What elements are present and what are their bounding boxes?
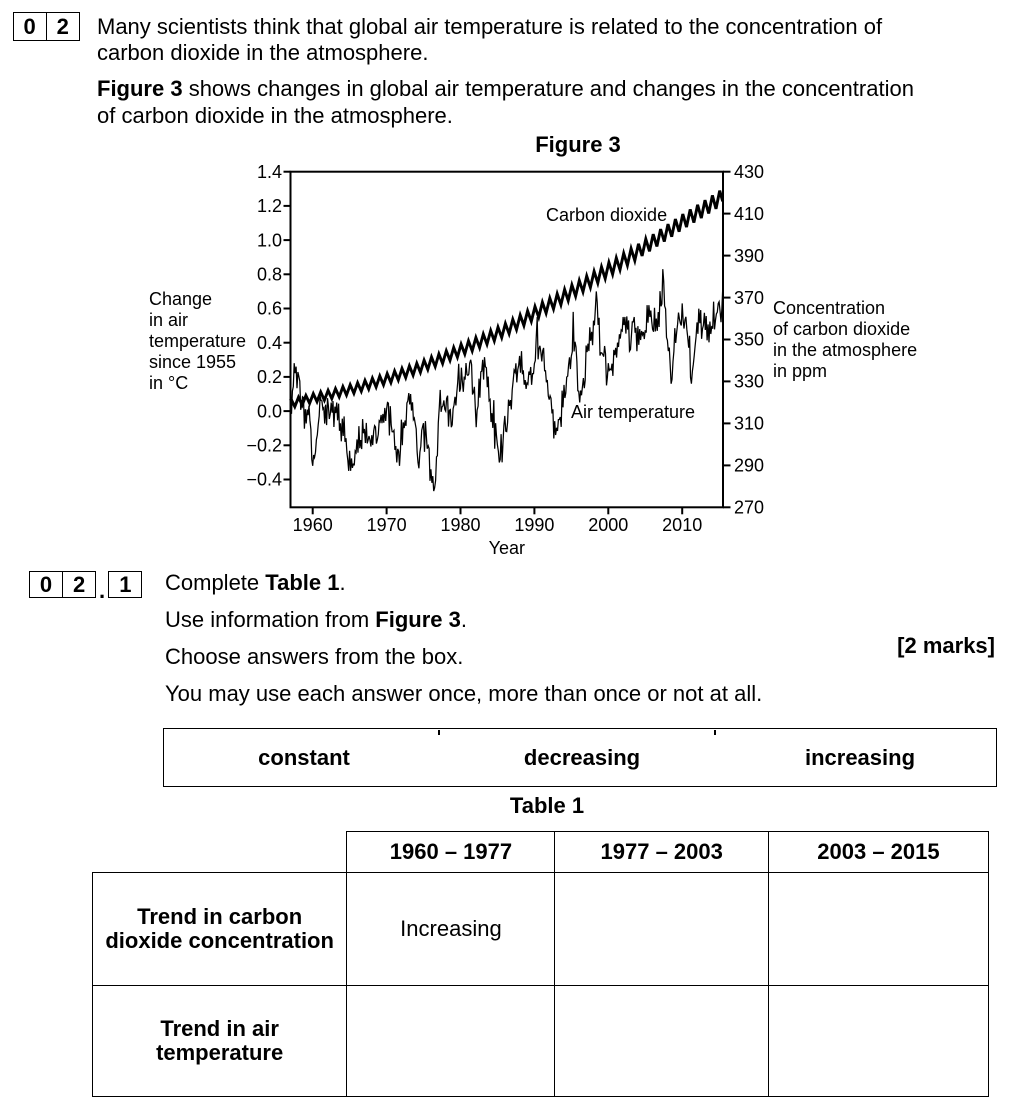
svg-text:2000: 2000 xyxy=(588,515,628,535)
svg-text:−0.4: −0.4 xyxy=(246,470,282,490)
svg-text:430: 430 xyxy=(734,162,764,182)
svg-text:of carbon dioxide: of carbon dioxide xyxy=(773,319,910,339)
svg-text:1.0: 1.0 xyxy=(257,230,282,250)
svg-text:temperature: temperature xyxy=(149,331,246,351)
svg-text:1.4: 1.4 xyxy=(257,162,282,182)
svg-text:310: 310 xyxy=(734,414,764,434)
svg-text:1960: 1960 xyxy=(293,515,333,535)
svg-text:390: 390 xyxy=(734,246,764,266)
svg-text:0.6: 0.6 xyxy=(257,299,282,319)
svg-text:in the atmosphere: in the atmosphere xyxy=(773,340,917,360)
svg-text:370: 370 xyxy=(734,288,764,308)
svg-text:410: 410 xyxy=(734,204,764,224)
svg-text:in °C: in °C xyxy=(149,373,188,393)
svg-text:−0.2: −0.2 xyxy=(246,436,282,456)
svg-text:0.0: 0.0 xyxy=(257,401,282,421)
svg-text:Year: Year xyxy=(489,538,525,558)
svg-text:Carbon dioxide: Carbon dioxide xyxy=(546,205,667,225)
svg-text:Air temperature: Air temperature xyxy=(571,402,695,422)
svg-text:Concentration: Concentration xyxy=(773,298,885,318)
svg-text:1990: 1990 xyxy=(514,515,554,535)
svg-text:0.2: 0.2 xyxy=(257,367,282,387)
svg-text:2010: 2010 xyxy=(662,515,702,535)
svg-text:1.2: 1.2 xyxy=(257,196,282,216)
svg-text:290: 290 xyxy=(734,456,764,476)
svg-text:in ppm: in ppm xyxy=(773,361,827,381)
svg-text:Change: Change xyxy=(149,289,212,309)
svg-text:in air: in air xyxy=(149,310,188,330)
svg-text:since 1955: since 1955 xyxy=(149,352,236,372)
svg-text:0.4: 0.4 xyxy=(257,333,282,353)
svg-text:1980: 1980 xyxy=(440,515,480,535)
svg-text:270: 270 xyxy=(734,498,764,518)
svg-text:350: 350 xyxy=(734,330,764,350)
svg-text:330: 330 xyxy=(734,372,764,392)
svg-text:1970: 1970 xyxy=(367,515,407,535)
svg-text:0.8: 0.8 xyxy=(257,265,282,285)
